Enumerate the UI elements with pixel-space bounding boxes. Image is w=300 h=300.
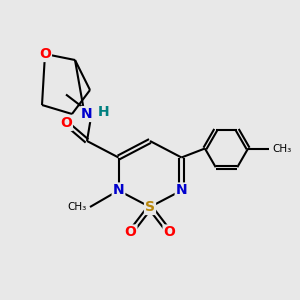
Text: H: H bbox=[98, 106, 110, 119]
Text: O: O bbox=[164, 226, 175, 239]
Text: S: S bbox=[145, 200, 155, 214]
Text: N: N bbox=[176, 184, 187, 197]
Text: O: O bbox=[39, 47, 51, 61]
Text: CH₃: CH₃ bbox=[68, 202, 87, 212]
Text: N: N bbox=[113, 184, 124, 197]
Text: CH₃: CH₃ bbox=[272, 143, 291, 154]
Text: O: O bbox=[124, 226, 136, 239]
Text: N: N bbox=[81, 107, 93, 121]
Text: O: O bbox=[60, 116, 72, 130]
